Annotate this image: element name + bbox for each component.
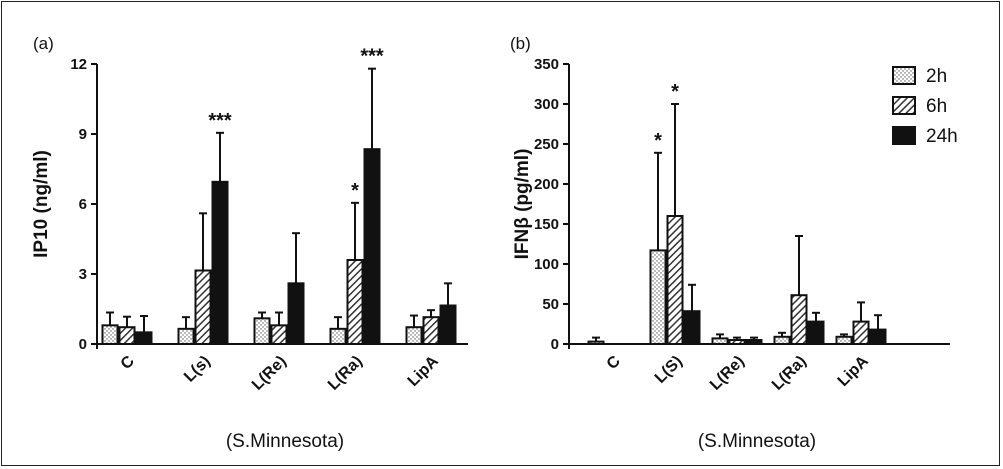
y-tick-label: 6 (79, 196, 87, 213)
bar (194, 269, 212, 345)
y-tick-label: 3 (79, 266, 87, 283)
bar (422, 316, 440, 345)
legend-label: 2h (926, 66, 947, 87)
bar (683, 310, 701, 346)
category-label: C (118, 352, 139, 373)
x-axis-note: (S.Minnesota) (226, 431, 344, 452)
bar (835, 335, 853, 345)
panel-label: (b) (510, 34, 531, 53)
bar (852, 320, 870, 346)
y-axis-label: IFNβ (pg/ml) (512, 149, 533, 260)
bar (346, 259, 364, 345)
bar (211, 180, 229, 345)
y-axis-label: IP10 (ng/ml) (31, 150, 52, 258)
panel-b: (b) IFNβ (pg/ml) 0 50 100 150 200 250 300 350 C L(S… (510, 34, 958, 452)
y-tick-label: 50 (542, 296, 559, 313)
y-tick-label: 150 (534, 216, 559, 233)
bar (790, 294, 808, 346)
y-tick-label: 100 (534, 256, 559, 273)
category-label: L(Ra) (325, 353, 366, 394)
y-tick-label: 250 (534, 136, 559, 153)
bar (135, 331, 153, 346)
y-tick-label: 12 (70, 56, 87, 73)
y-tick-label: 0 (79, 336, 87, 353)
bar (587, 340, 605, 346)
legend-swatch (892, 96, 916, 115)
bar (711, 337, 729, 345)
category-label: C (604, 352, 625, 373)
category-label: L(Ra) (769, 353, 810, 394)
significance-marker: * (654, 130, 662, 152)
bar (405, 326, 423, 346)
bar (287, 282, 305, 346)
significance-marker: *** (208, 110, 232, 132)
significance-marker: * (351, 180, 359, 202)
bar (270, 324, 288, 346)
bar (118, 326, 136, 346)
legend-label: 24h (926, 126, 958, 147)
bar (253, 317, 271, 346)
bar (363, 148, 381, 345)
legend-swatch (892, 126, 916, 145)
bar (329, 327, 347, 346)
y-tick-label: 300 (534, 96, 559, 113)
bar (728, 339, 746, 345)
y-tick-label: 0 (551, 336, 559, 353)
bar (101, 324, 119, 346)
category-label: L(s) (181, 353, 214, 386)
panel-a: (a) IP10 (ng/ml) 0 3 6 9 12 C L(s) L(Re) L(Ra) LipA… (31, 34, 468, 452)
legend-label: 6h (926, 96, 947, 117)
y-tick-label: 9 (79, 126, 87, 143)
significance-marker: * (671, 81, 679, 103)
bar (439, 304, 457, 345)
bar (666, 215, 684, 345)
category-label: L(S) (652, 353, 686, 387)
y-tick-label: 200 (534, 176, 559, 193)
category-label: LipA (835, 352, 872, 389)
category-label: LipA (405, 352, 442, 389)
y-tick-label: 350 (534, 56, 559, 73)
significance-marker: *** (360, 46, 384, 68)
bar (649, 249, 667, 345)
bar (773, 335, 791, 345)
bar (869, 328, 887, 346)
bar (745, 339, 763, 345)
legend-swatch (892, 66, 916, 85)
category-label: L(Re) (707, 353, 748, 394)
x-axis-note: (S.Minnesota) (698, 431, 816, 452)
bar (807, 320, 825, 346)
category-label: L(Re) (249, 353, 290, 394)
panel-label: (a) (33, 34, 54, 53)
bar (177, 327, 195, 346)
